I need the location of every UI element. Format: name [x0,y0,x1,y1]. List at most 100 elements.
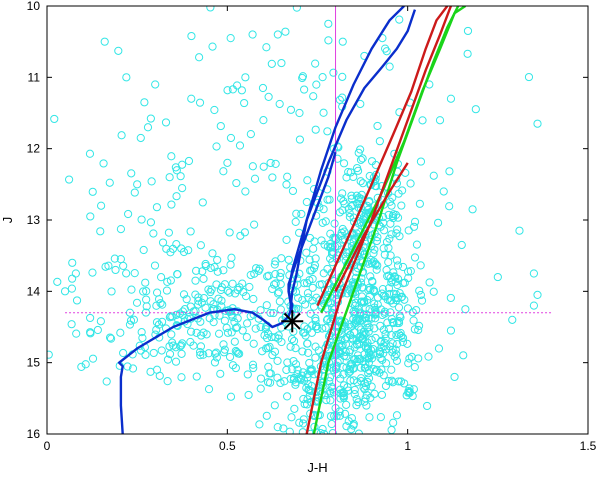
scatter-point [323,242,333,251]
scatter-point [404,359,413,368]
scatter-point [345,320,354,329]
scatter-point [367,157,377,166]
scatter-point [274,288,283,297]
scatter-point [350,309,359,319]
scatter-point [275,297,284,306]
scatter-point [363,342,372,351]
scatter-point [299,328,308,337]
scatter-point [339,197,348,206]
scatter-point [329,248,338,257]
scatter-point [167,152,176,161]
scatter-point [380,250,389,259]
scatter-point [225,288,234,297]
scatter-point [410,363,419,372]
scatter-point [249,339,258,348]
scatter-point [392,256,402,265]
scatter-point [225,228,234,237]
scatter-point [380,338,389,347]
scatter-point [365,292,374,301]
scatter-point [249,294,258,304]
scatter-point [446,293,455,303]
scatter-point [383,318,392,327]
scatter-point [168,312,177,321]
scatter-point [184,156,194,166]
scatter-point [533,290,542,299]
scatter-point [163,377,172,386]
scatter-point [351,298,360,308]
scatter-point [508,315,517,324]
scatter-point [177,373,186,382]
scatter-point [158,317,167,326]
scatter-point [311,314,320,323]
scatter-point [415,286,424,295]
scatter-point [345,285,354,294]
scatter-point [273,356,282,365]
scatter-point [152,288,162,297]
scatter-point [172,192,181,201]
scatter-point [373,121,382,131]
scatter-point [177,341,186,350]
scatter-point [282,180,291,189]
scatter-point [367,335,376,345]
y-tick-label: 12 [27,142,41,156]
scatter-point [96,227,105,236]
scatter-point [393,293,402,303]
scatter-point [389,318,398,328]
scatter-point [389,210,398,219]
scatter-point [142,287,151,296]
scatter-point [352,401,361,410]
scatter-point [216,369,225,378]
scatter-point [358,154,367,163]
scatter-point [187,94,196,103]
scatter-point [311,254,320,263]
scatter-point [124,209,133,219]
scatter-point [241,187,250,196]
scatter-point [353,317,362,326]
scatter-point [406,267,415,276]
scatter-point [243,319,252,328]
scatter-point [378,310,387,320]
scatter-point [349,355,359,364]
scatter-point [201,261,210,271]
scatter-point [398,262,408,272]
scatter-point [347,413,356,423]
scatter-point [264,271,273,280]
scatter-point [318,73,327,82]
scatter-point [297,209,306,219]
scatter-point [291,217,300,226]
scatter-point [393,280,402,290]
scatter-point [302,383,311,393]
scatter-point [347,425,356,434]
scatter-point [308,274,317,284]
scatter-point [353,166,363,175]
scatter-point [392,229,401,238]
scatter-point [152,203,162,212]
scatter-point [226,133,236,143]
scatter-point [228,279,237,288]
scatter-point [339,159,349,168]
scatter-point [310,237,319,246]
y-tick-label: 13 [27,213,41,227]
scatter-point [300,399,309,409]
scatter-point [361,394,370,403]
scatter-point [371,333,380,343]
scatter-point [328,242,337,251]
scatter-point [391,293,400,302]
scatter-point [309,264,319,273]
scatter-point [397,292,407,301]
scatter-points [47,6,542,434]
scatter-point [338,206,347,215]
scatter-point [208,42,217,51]
scatter-point [167,200,176,209]
scatter-point [295,135,304,144]
track-line-4 [312,6,460,434]
scatter-point [338,37,347,46]
scatter-point [383,295,392,304]
scatter-point [367,259,377,268]
scatter-point [266,158,275,168]
scatter-point [210,349,220,358]
scatter-point [179,247,189,257]
scatter-point [349,376,358,385]
scatter-point [351,318,360,328]
scatter-point [404,274,413,283]
